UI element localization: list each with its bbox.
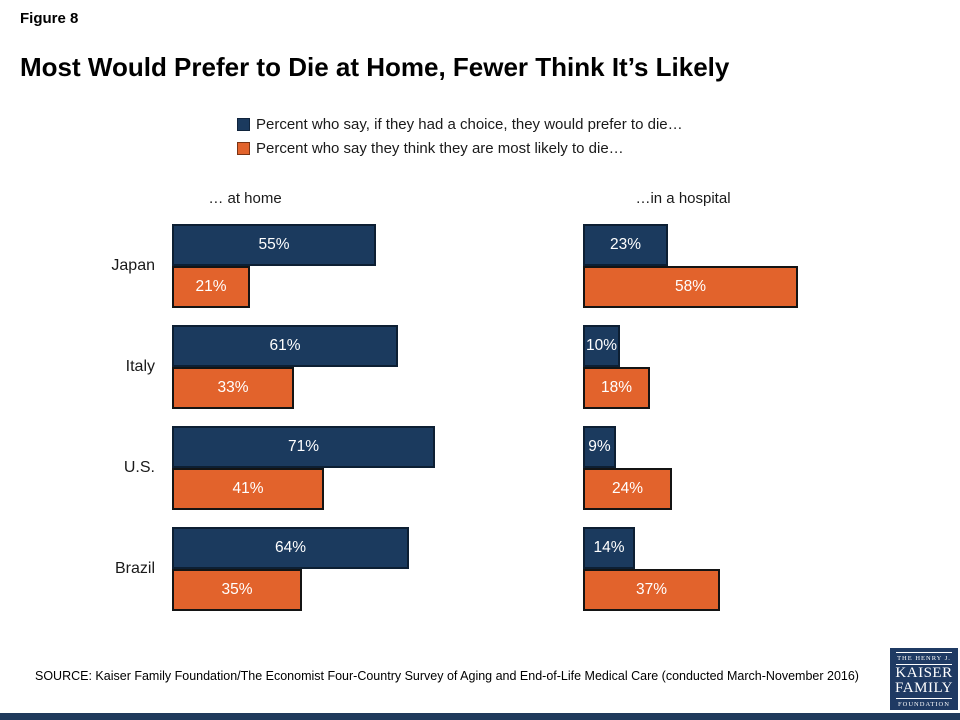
- prefer-bar-panel2: 14%: [583, 527, 635, 569]
- kff-logo: THE HENRY J. KAISER FAMILY FOUNDATION: [890, 648, 958, 710]
- legend-swatch-orange: [237, 142, 250, 155]
- bar-value-label: 71%: [287, 438, 320, 455]
- prefer-bar-panel2: 9%: [583, 426, 616, 468]
- chart-row-japan: Japan 55% 21% 23% 58%: [0, 224, 960, 308]
- prefer-bar-panel2: 10%: [583, 325, 620, 367]
- prefer-bar-panel1: 55%: [172, 224, 376, 266]
- chart-row-brazil: Brazil 64% 35% 14% 37%: [0, 527, 960, 611]
- bar-value-label: 58%: [674, 278, 707, 295]
- prefer-bar-panel1: 71%: [172, 426, 435, 468]
- footer-bar: [0, 713, 960, 720]
- prefer-bar-panel2: 23%: [583, 224, 668, 266]
- legend-item-likely: Percent who say they think they are most…: [237, 140, 683, 157]
- logo-rule-bottom: [896, 697, 952, 699]
- legend-swatch-navy: [237, 118, 250, 131]
- chart-row-italy: Italy 61% 33% 10% 18%: [0, 325, 960, 409]
- bar-value-label: 10%: [585, 337, 618, 354]
- source-note: SOURCE: Kaiser Family Foundation/The Eco…: [35, 669, 859, 683]
- country-label: Brazil: [114, 560, 155, 577]
- logo-line-kaiser: KAISER: [895, 665, 953, 682]
- chart-area: Japan 55% 21% 23% 58% Italy 61% 33% 10% 18% U.S. 71…: [0, 224, 960, 628]
- country-label: Japan: [111, 257, 155, 274]
- country-label: U.S.: [123, 459, 155, 476]
- logo-rule-top: [896, 652, 952, 653]
- likely-bar-panel1: 33%: [172, 367, 294, 409]
- bar-value-label: 35%: [221, 581, 253, 598]
- figure-label: Figure 8: [20, 10, 79, 27]
- logo-line-family: FAMILY: [895, 680, 953, 697]
- likely-bar-panel2: 37%: [583, 569, 720, 611]
- country-label: Italy: [125, 358, 155, 375]
- page-title: Most Would Prefer to Die at Home, Fewer …: [20, 52, 730, 82]
- bar-value-label: 61%: [269, 337, 301, 354]
- bar-value-label: 14%: [593, 539, 625, 556]
- bar-value-label: 18%: [600, 379, 633, 396]
- column-header-at-home: … at home: [208, 190, 282, 207]
- bar-value-label: 64%: [274, 539, 307, 556]
- prefer-bar-panel1: 64%: [172, 527, 409, 569]
- likely-bar-panel1: 41%: [172, 468, 324, 510]
- likely-bar-panel2: 58%: [583, 266, 798, 308]
- legend-label-likely: Percent who say they think they are most…: [256, 140, 624, 157]
- bar-value-label: 24%: [611, 480, 644, 497]
- bar-value-label: 37%: [635, 581, 668, 598]
- bar-value-label: 9%: [588, 438, 611, 455]
- likely-bar-panel2: 24%: [583, 468, 672, 510]
- logo-line-henry: THE HENRY J.: [897, 655, 951, 662]
- chart-row-us: U.S. 71% 41% 9% 24%: [0, 426, 960, 510]
- likely-bar-panel1: 21%: [172, 266, 250, 308]
- bar-value-label: 21%: [195, 278, 227, 295]
- likely-bar-panel1: 35%: [172, 569, 302, 611]
- logo-line-foundation: FOUNDATION: [898, 700, 950, 708]
- prefer-bar-panel1: 61%: [172, 325, 398, 367]
- bar-value-label: 33%: [217, 379, 249, 396]
- likely-bar-panel2: 18%: [583, 367, 650, 409]
- bar-value-label: 23%: [609, 236, 642, 253]
- column-header-in-hospital: …in a hospital: [635, 190, 731, 207]
- bar-value-label: 41%: [232, 480, 264, 497]
- legend-item-prefer: Percent who say, if they had a choice, t…: [237, 116, 683, 133]
- logo-rule-mid: [896, 664, 952, 666]
- chart-legend: Percent who say, if they had a choice, t…: [237, 116, 683, 157]
- legend-label-prefer: Percent who say, if they had a choice, t…: [256, 116, 683, 133]
- bar-value-label: 55%: [258, 236, 290, 253]
